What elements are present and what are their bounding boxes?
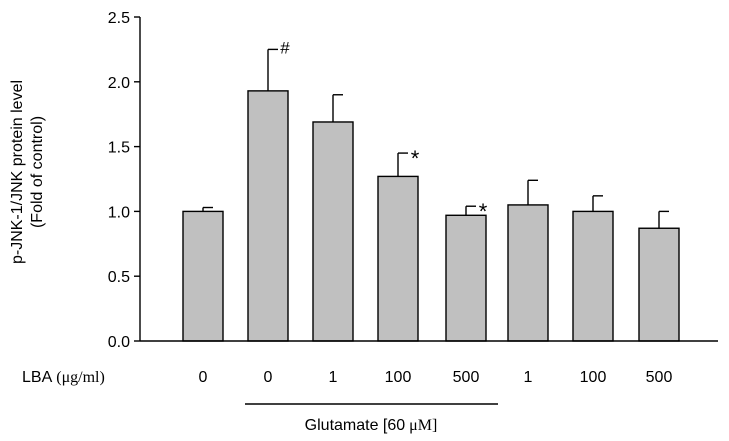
y-tick-label: 1.0	[108, 204, 130, 221]
y-axis: 0.0 0.5 1.0 1.5 2.0 2.5	[108, 10, 141, 351]
x-tick-label: 100	[580, 369, 607, 386]
bar	[247, 90, 289, 342]
bar	[377, 175, 419, 342]
y-tick-label: 0.0	[108, 334, 130, 351]
x-tick-label: 1	[524, 369, 533, 386]
y-tick-label: 2.0	[108, 75, 130, 92]
glutamate-group-label: Glutamate [60 μM]	[305, 417, 438, 434]
y-axis-label: p-JNK-1/JNK protein level	[9, 80, 26, 264]
lba-unit-text: (μg/ml)	[56, 369, 105, 386]
significance-marker: *	[411, 146, 420, 171]
y-tick-label: 0.5	[108, 269, 130, 286]
y-tick-label: 2.5	[108, 10, 130, 27]
x-tick-label: 1	[329, 369, 338, 386]
x-tick-label: 0	[264, 369, 273, 386]
glutamate-label-text: Glutamate [60	[305, 417, 406, 434]
bar	[638, 227, 680, 342]
x-axis: 0 0 1 100 500 1 100 500	[140, 340, 718, 386]
bar	[507, 204, 549, 342]
significance-marker: *	[479, 199, 488, 224]
x-tick-label: 500	[453, 369, 480, 386]
glutamate-unit-text: μM]	[409, 417, 437, 434]
x-tick-label: 500	[646, 369, 673, 386]
x-tick-label: 100	[385, 369, 412, 386]
bar	[445, 214, 487, 342]
bar	[572, 210, 614, 342]
lba-label-text: LBA	[22, 369, 53, 386]
bar	[182, 210, 224, 342]
significance-marker: #	[280, 38, 290, 57]
x-tick-label: 0	[199, 369, 208, 386]
bars: # * *	[182, 38, 680, 342]
y-axis-label-sub: (Fold of control)	[29, 116, 46, 228]
y-tick-label: 1.5	[108, 140, 130, 157]
bar	[312, 121, 354, 342]
lba-row-label: LBA (μg/ml)	[22, 369, 105, 386]
